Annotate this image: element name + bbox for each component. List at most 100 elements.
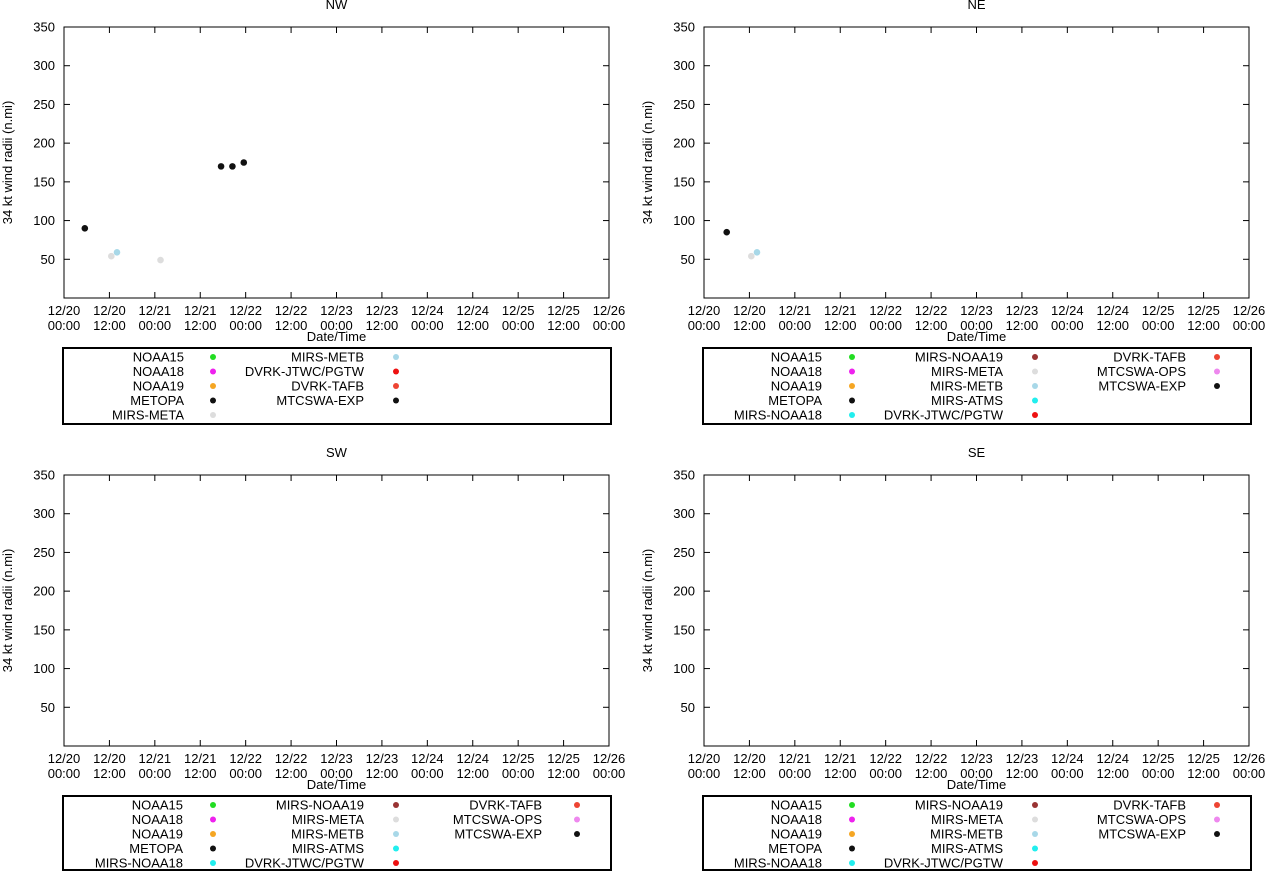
x-tick-label-date: 12/25 bbox=[1187, 751, 1220, 766]
legend-label: DVRK-TAFB bbox=[1113, 350, 1186, 365]
x-tick-label-time: 12:00 bbox=[824, 766, 857, 781]
legend-label: MTCSWA-EXP bbox=[276, 393, 364, 408]
x-tick-label-time: 00:00 bbox=[779, 766, 812, 781]
data-point-mtcswa-exp bbox=[229, 163, 236, 170]
legend-marker bbox=[1032, 802, 1038, 808]
x-tick-label-date: 12/24 bbox=[411, 751, 444, 766]
x-axis-label: Date/Time bbox=[307, 777, 366, 792]
x-tick-label-time: 12:00 bbox=[915, 318, 948, 333]
legend-label: MIRS-NOAA19 bbox=[276, 798, 364, 813]
x-tick-label-time: 00:00 bbox=[139, 318, 172, 333]
legend-label: MIRS-META bbox=[292, 812, 364, 827]
x-tick-label-date: 12/23 bbox=[320, 303, 353, 318]
x-tick-label-date: 12/20 bbox=[93, 751, 126, 766]
data-point-mtcswa-exp bbox=[217, 163, 225, 170]
y-tick-label: 250 bbox=[33, 97, 55, 112]
legend-label: MIRS-METB bbox=[930, 827, 1003, 842]
legend-marker bbox=[849, 860, 855, 866]
x-tick-label-time: 00:00 bbox=[869, 318, 902, 333]
x-tick-label-time: 12:00 bbox=[366, 766, 399, 781]
x-tick-label-time: 12:00 bbox=[184, 318, 217, 333]
x-tick-label-date: 12/25 bbox=[547, 303, 580, 318]
x-tick-label-date: 12/26 bbox=[1233, 751, 1266, 766]
x-tick-label-date: 12/25 bbox=[1187, 303, 1220, 318]
x-tick-label-time: 00:00 bbox=[502, 318, 535, 333]
x-tick-label-date: 12/20 bbox=[688, 751, 721, 766]
x-tick-label-time: 00:00 bbox=[139, 766, 172, 781]
x-tick-label-date: 12/21 bbox=[779, 751, 812, 766]
x-tick-label-time: 12:00 bbox=[366, 318, 399, 333]
chart-title: SW bbox=[326, 445, 348, 460]
legend-marker bbox=[210, 368, 216, 375]
x-tick-label-date: 12/24 bbox=[1051, 751, 1084, 766]
y-tick-label: 150 bbox=[673, 174, 695, 189]
x-tick-label-date: 12/22 bbox=[915, 751, 948, 766]
legend-label: MIRS-ATMS bbox=[931, 393, 1003, 408]
x-tick-label-time: 00:00 bbox=[1142, 318, 1175, 333]
y-tick-label: 350 bbox=[673, 20, 695, 35]
x-tick-label-time: 00:00 bbox=[593, 766, 626, 781]
y-tick-label: 250 bbox=[673, 97, 695, 112]
x-tick-label-date: 12/25 bbox=[502, 751, 535, 766]
legend-label: MIRS-NOAA19 bbox=[915, 350, 1003, 365]
x-tick-label-date: 12/22 bbox=[229, 751, 262, 766]
x-tick-label-date: 12/24 bbox=[1051, 303, 1084, 318]
x-tick-label-time: 00:00 bbox=[502, 766, 535, 781]
x-tick-label-date: 12/24 bbox=[456, 303, 489, 318]
x-tick-label-time: 00:00 bbox=[960, 318, 993, 333]
x-tick-label-date: 12/22 bbox=[229, 303, 262, 318]
legend-label: DVRK-JTWC/PGTW bbox=[245, 856, 365, 871]
legend-marker bbox=[210, 831, 216, 837]
x-tick-label-date: 12/21 bbox=[184, 303, 217, 318]
legend-marker bbox=[393, 354, 399, 360]
x-tick-label-time: 00:00 bbox=[1142, 766, 1175, 781]
legend-label: DVRK-TAFB bbox=[1113, 798, 1186, 813]
legend-marker bbox=[1214, 383, 1220, 389]
x-tick-label-time: 00:00 bbox=[1233, 766, 1266, 781]
y-tick-label: 150 bbox=[33, 622, 55, 637]
legend-marker bbox=[1032, 831, 1038, 837]
chart-panel-sw: SW5010015020025030035012/2000:0012/2012:… bbox=[0, 445, 625, 871]
x-tick-label-date: 12/22 bbox=[869, 751, 902, 766]
y-axis-label: 34 kt wind radii (n.mi) bbox=[640, 549, 655, 673]
legend-frame bbox=[62, 347, 612, 425]
legend-marker bbox=[1214, 816, 1220, 823]
x-tick-label-time: 00:00 bbox=[869, 766, 902, 781]
x-axis-label: Date/Time bbox=[947, 777, 1006, 792]
legend-marker bbox=[574, 831, 580, 837]
x-tick-label-time: 00:00 bbox=[411, 318, 444, 333]
legend-marker bbox=[574, 802, 580, 808]
legend-marker bbox=[393, 845, 399, 852]
x-tick-label-time: 12:00 bbox=[93, 766, 126, 781]
legend-label: NOAA18 bbox=[771, 364, 822, 379]
x-tick-label-time: 00:00 bbox=[1051, 766, 1084, 781]
legend-label: METOPA bbox=[768, 393, 822, 408]
x-tick-label-time: 12:00 bbox=[733, 318, 766, 333]
y-axis-label: 34 kt wind radii (n.mi) bbox=[640, 101, 655, 225]
x-axis-label: Date/Time bbox=[307, 329, 366, 344]
chart-panel-se: SE5010015020025030035012/2000:0012/2012:… bbox=[640, 445, 1265, 871]
x-tick-label-date: 12/24 bbox=[411, 303, 444, 318]
data-point-mirs-metb bbox=[753, 249, 761, 256]
x-tick-label-time: 12:00 bbox=[547, 318, 580, 333]
legend-label: NOAA15 bbox=[133, 350, 184, 365]
legend-label: MIRS-NOAA18 bbox=[95, 856, 183, 871]
x-tick-label-date: 12/26 bbox=[593, 751, 626, 766]
x-tick-label-date: 12/20 bbox=[733, 751, 766, 766]
chart-title: NE bbox=[967, 0, 985, 12]
legend-label: MIRS-METB bbox=[930, 379, 1003, 394]
legend-label: MTCSWA-EXP bbox=[454, 827, 542, 842]
y-tick-label: 50 bbox=[681, 700, 695, 715]
legend-marker bbox=[1032, 845, 1038, 852]
legend-label: NOAA19 bbox=[133, 379, 184, 394]
legend-frame bbox=[62, 795, 612, 871]
data-point-mirs-meta bbox=[157, 256, 164, 264]
x-tick-label-time: 00:00 bbox=[411, 766, 444, 781]
data-point-mirs-metb bbox=[113, 249, 121, 256]
x-tick-label-time: 12:00 bbox=[915, 766, 948, 781]
legend-marker bbox=[210, 816, 216, 823]
x-tick-label-date: 12/20 bbox=[688, 303, 721, 318]
legend-marker bbox=[210, 802, 216, 808]
